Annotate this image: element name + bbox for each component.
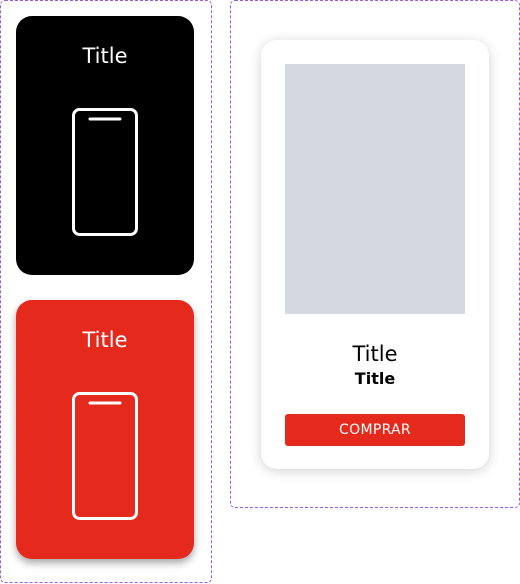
product-image-placeholder (285, 64, 465, 314)
buy-button[interactable]: COMPRAR (285, 414, 465, 446)
smartphone-icon (72, 108, 138, 236)
category-variants-frame (0, 0, 212, 583)
category-card-title: Title (82, 328, 128, 352)
category-card-active[interactable]: Title (16, 300, 194, 559)
smartphone-icon (72, 392, 138, 520)
category-card-title: Title (82, 44, 128, 68)
category-card-default[interactable]: Title (16, 16, 194, 275)
product-title: Title (352, 342, 398, 366)
product-subtitle: Title (354, 369, 396, 388)
product-card[interactable]: Title Title COMPRAR (261, 40, 489, 469)
